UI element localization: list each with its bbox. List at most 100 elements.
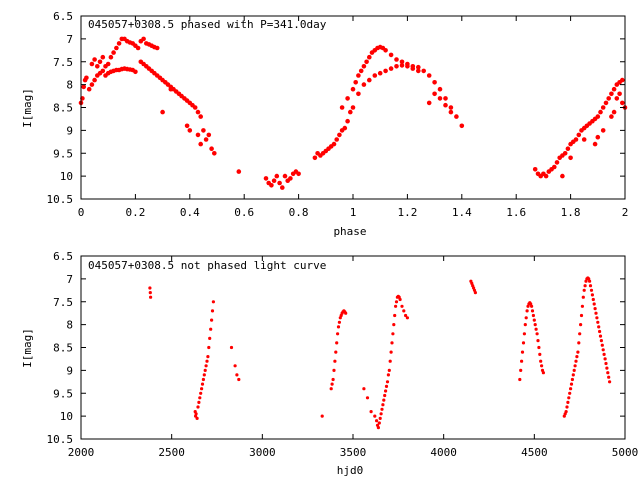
data-point — [388, 52, 394, 58]
data-point — [195, 132, 201, 138]
y-tick-label: 8 — [66, 319, 73, 332]
data-point — [372, 73, 378, 78]
data-point — [210, 309, 215, 313]
data-point — [235, 373, 239, 377]
data-point — [282, 173, 288, 179]
data-point — [518, 377, 522, 382]
data-point — [375, 419, 379, 423]
data-point — [348, 109, 353, 115]
data-point — [603, 357, 607, 361]
data-point — [574, 359, 578, 363]
x-tick-label: 1.4 — [452, 206, 472, 219]
y-tick-label: 8.5 — [53, 342, 73, 355]
axis-ticks: 2000 2500 3000 3500 4000 4500 5000 6.5 7 7.5 8 8.5 9… — [47, 250, 639, 459]
data-point — [288, 176, 293, 181]
data-point — [389, 350, 393, 354]
data-point — [591, 297, 595, 302]
data-point — [377, 70, 383, 76]
data-point — [141, 36, 146, 42]
data-point — [606, 371, 610, 375]
data-point — [201, 377, 205, 382]
data-point — [100, 54, 106, 60]
data-point — [84, 75, 89, 81]
data-point — [337, 320, 341, 324]
data-point — [531, 313, 536, 318]
data-point — [377, 421, 381, 425]
y-tick-label: 9 — [66, 364, 73, 377]
data-point — [410, 64, 416, 69]
data-point — [569, 382, 574, 386]
data-point — [199, 391, 203, 395]
data-point — [582, 288, 586, 292]
data-point — [95, 64, 100, 69]
data-point — [376, 426, 380, 430]
unphased-points — [148, 276, 612, 430]
data-point — [609, 114, 614, 119]
data-point — [364, 59, 369, 65]
x-tick-label: 2000 — [68, 446, 95, 459]
data-point — [198, 396, 202, 400]
data-point — [280, 185, 285, 190]
y-tick-label: 9.5 — [53, 387, 73, 400]
data-point — [605, 366, 609, 370]
data-point — [576, 350, 580, 354]
data-point — [536, 339, 540, 343]
data-point — [575, 355, 579, 359]
y-tick-label: 8.5 — [53, 102, 73, 115]
data-point — [443, 96, 448, 101]
data-point — [432, 91, 437, 97]
data-point — [206, 132, 212, 138]
data-point — [426, 73, 432, 78]
data-point — [187, 128, 193, 133]
data-point — [383, 48, 388, 53]
chart-title: 045057+0308.5 phased with P=341.0day — [88, 18, 327, 31]
data-point — [379, 412, 383, 416]
data-point — [345, 96, 350, 101]
data-point — [566, 400, 570, 404]
data-point — [373, 414, 377, 418]
data-point — [541, 371, 546, 375]
data-point — [356, 73, 361, 78]
data-point — [620, 77, 625, 83]
data-point — [237, 377, 241, 382]
x-tick-label: 3500 — [340, 446, 367, 459]
data-point — [296, 171, 301, 177]
data-point — [350, 86, 356, 92]
x-tick-label: 0.2 — [125, 206, 145, 219]
data-point — [402, 309, 406, 313]
data-point — [579, 313, 584, 318]
data-point — [576, 132, 582, 138]
data-point — [602, 352, 606, 356]
data-point — [208, 336, 212, 340]
data-point — [583, 284, 587, 288]
data-point — [603, 100, 609, 106]
data-point — [362, 387, 366, 391]
data-point — [149, 295, 153, 299]
x-tick-label: 3000 — [249, 446, 276, 459]
data-point — [384, 384, 389, 388]
x-tick-label: 0 — [78, 206, 85, 219]
data-point — [383, 393, 387, 398]
data-point — [154, 45, 160, 51]
data-point — [392, 323, 396, 327]
data-point — [594, 311, 598, 315]
data-point — [572, 368, 576, 372]
data-point — [382, 398, 386, 402]
x-tick-label: 4000 — [430, 446, 457, 459]
data-point — [608, 380, 612, 384]
data-point — [312, 155, 318, 161]
data-point — [600, 128, 606, 133]
data-point — [443, 102, 448, 108]
data-point — [209, 146, 214, 151]
data-point — [448, 109, 454, 115]
phased-points — [78, 36, 628, 190]
y-tick-label: 6.5 — [53, 250, 73, 263]
data-point — [614, 96, 620, 101]
y-tick-label: 6.5 — [53, 10, 73, 23]
data-point — [520, 350, 525, 354]
data-point — [534, 327, 538, 331]
phased-light-curve-panel: 0 0.2 0.4 0.6 0.8 1 1.2 1.4 1.6 1.8 2 6.5 7 7.5 8 8.5 9 9… — [21, 10, 628, 238]
data-point — [394, 304, 398, 308]
y-tick-label: 10.5 — [47, 433, 74, 446]
data-point — [567, 396, 571, 400]
